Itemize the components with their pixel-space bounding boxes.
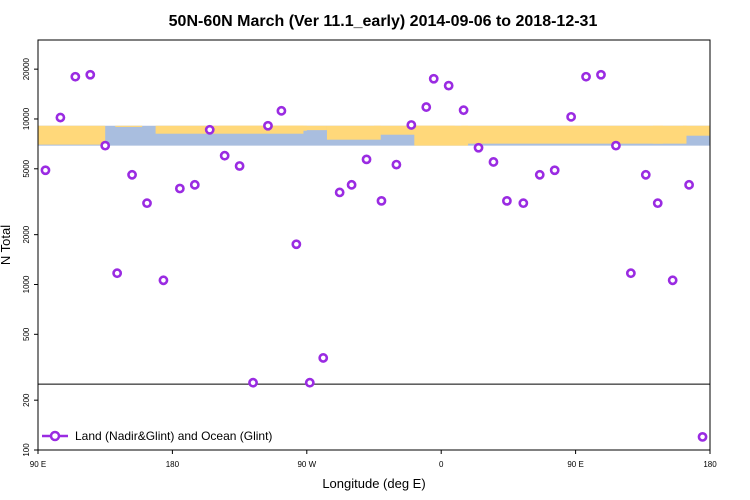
data-point bbox=[276, 105, 287, 116]
data-point bbox=[291, 239, 302, 250]
data-point bbox=[334, 187, 345, 198]
map-land bbox=[219, 125, 307, 131]
data-point bbox=[376, 195, 387, 206]
x-axis: 90 E 180 90 W 0 90 E 180 bbox=[30, 450, 717, 469]
map-land bbox=[279, 125, 327, 131]
data-point bbox=[596, 69, 606, 80]
data-point bbox=[40, 165, 51, 176]
data-point bbox=[458, 105, 469, 116]
data-point bbox=[346, 179, 357, 190]
y-tick-label: 2000 bbox=[22, 225, 31, 243]
map-land bbox=[38, 125, 106, 145]
x-tick-label: 90 W bbox=[297, 460, 316, 469]
data-points bbox=[40, 69, 708, 442]
data-point bbox=[625, 268, 636, 279]
y-tick-label: 500 bbox=[22, 327, 31, 341]
y-tick-label: 5000 bbox=[22, 159, 31, 177]
data-point bbox=[304, 377, 315, 388]
data-point bbox=[70, 71, 81, 82]
x-tick-label: 180 bbox=[166, 460, 180, 469]
data-point bbox=[667, 275, 678, 286]
data-point bbox=[158, 275, 169, 286]
data-point bbox=[234, 161, 245, 171]
data-point bbox=[112, 268, 123, 279]
data-point bbox=[174, 183, 185, 194]
data-point bbox=[697, 431, 708, 442]
map-land bbox=[115, 125, 143, 127]
map-land bbox=[652, 125, 687, 144]
legend-label: Land (Nadir&Glint) and Ocean (Glint) bbox=[75, 429, 272, 443]
y-tick-label: 200 bbox=[22, 393, 31, 407]
data-point bbox=[581, 71, 591, 82]
data-point bbox=[518, 198, 529, 209]
data-point bbox=[391, 159, 402, 170]
legend-marker bbox=[49, 430, 61, 442]
data-point bbox=[361, 154, 372, 165]
map-land bbox=[461, 125, 663, 144]
data-point bbox=[684, 179, 694, 190]
chart-title: 50N-60N March (Ver 11.1_early) 2014-09-0… bbox=[169, 13, 598, 30]
data-point bbox=[428, 73, 439, 84]
data-point bbox=[55, 112, 66, 123]
data-point bbox=[100, 140, 111, 151]
data-point bbox=[611, 140, 621, 151]
x-tick-label: 180 bbox=[703, 460, 717, 469]
data-point bbox=[219, 150, 230, 161]
data-point bbox=[566, 111, 577, 122]
y-tick-label: 100 bbox=[22, 443, 31, 457]
map-land bbox=[683, 125, 710, 136]
x-axis-title: Longitude (deg E) bbox=[322, 476, 425, 491]
data-point bbox=[652, 198, 663, 209]
data-point bbox=[142, 198, 152, 209]
x-tick-label: 0 bbox=[439, 460, 444, 469]
data-point bbox=[488, 157, 499, 167]
legend: Land (Nadir&Glint) and Ocean (Glint) bbox=[42, 429, 272, 443]
data-point bbox=[248, 377, 258, 388]
map-land bbox=[326, 125, 381, 140]
map-land bbox=[414, 125, 469, 146]
y-axis-title: N Total bbox=[0, 225, 13, 265]
data-point bbox=[189, 179, 200, 190]
data-point bbox=[534, 169, 545, 180]
data-point bbox=[263, 120, 273, 131]
x-tick-label: 90 E bbox=[567, 460, 583, 469]
plot-frame bbox=[37, 39, 711, 451]
x-tick-label: 90 E bbox=[30, 460, 46, 469]
data-point bbox=[127, 169, 137, 180]
data-point bbox=[85, 69, 96, 80]
y-tick-label: 10000 bbox=[22, 107, 31, 130]
y-tick-label: 1000 bbox=[22, 275, 31, 293]
data-point bbox=[204, 124, 215, 135]
data-point bbox=[549, 165, 560, 176]
data-point bbox=[502, 195, 512, 206]
data-point bbox=[443, 80, 454, 91]
data-point bbox=[640, 169, 651, 180]
data-point bbox=[473, 142, 484, 153]
y-axis: 100 200 500 1000 2000 5000 10000 20000 bbox=[22, 57, 38, 457]
data-point bbox=[406, 120, 417, 130]
y-tick-label: 20000 bbox=[22, 57, 31, 80]
data-point bbox=[421, 102, 432, 112]
map-band bbox=[38, 125, 710, 146]
data-point bbox=[318, 353, 329, 363]
